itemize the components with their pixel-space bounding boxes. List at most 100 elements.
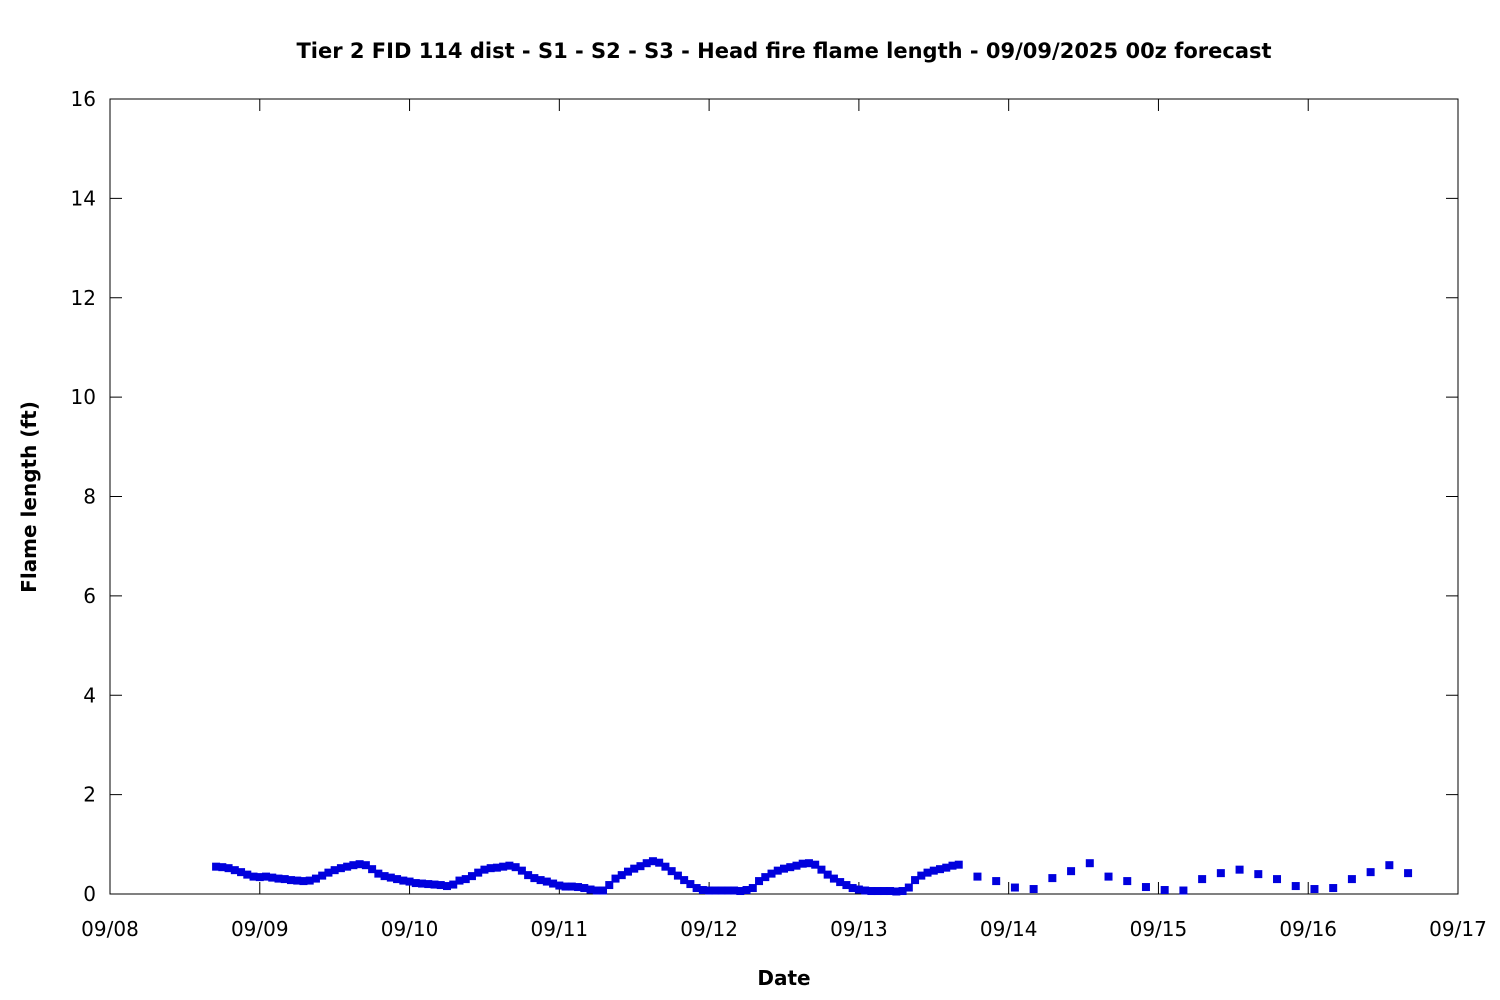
data-point [492,863,501,872]
x-tick-label: 09/14 [980,917,1038,941]
data-point [773,866,782,875]
data-point [343,862,352,871]
data-point [411,879,420,888]
data-point [1329,884,1338,893]
data-point [1160,886,1169,895]
data-point [574,883,583,892]
data-point [599,886,608,895]
x-axis: 09/08 09/09 09/10 09/11 09/12 09/13 09/14 09/15… [81,99,1487,941]
data-point [255,873,264,882]
y-tick-label: 8 [83,485,96,509]
data-point [517,866,526,875]
y-tick-label: 16 [71,87,96,111]
data-point [661,862,670,871]
data-point [424,880,433,889]
data-point [667,867,676,876]
data-point [1123,877,1132,886]
data-point [237,868,246,877]
data-point [711,886,720,895]
data-point [1254,870,1263,879]
data-point [605,881,614,890]
data-point [1067,867,1076,876]
data-point [617,871,626,880]
data-point [911,876,920,885]
data-point [336,864,345,873]
y-axis: 0 2 4 6 8 10 12 14 16 [71,87,1458,906]
data-point [467,872,476,881]
data-point [405,877,414,886]
data-point [1198,875,1207,884]
x-tick-label: 09/16 [1279,917,1337,941]
data-series [212,857,1413,896]
data-point [380,872,389,881]
data-point [873,887,882,896]
data-point [1141,883,1150,892]
data-point [1048,874,1057,883]
data-point [486,864,495,873]
data-point [829,874,838,883]
data-point [386,873,395,882]
data-point [1179,886,1188,895]
data-point [1291,882,1300,891]
data-point [286,876,295,885]
data-point [1347,875,1356,884]
data-point [611,874,620,883]
data-point [567,882,576,891]
data-point [361,861,370,870]
data-point [505,861,514,870]
data-point [886,887,895,896]
data-point [324,868,333,877]
data-point [549,879,558,888]
data-point [1404,869,1413,878]
data-point [879,887,888,896]
data-point [630,864,639,873]
data-point [268,873,277,882]
data-point [904,883,913,892]
data-point [842,881,851,890]
data-point [305,876,314,885]
data-point [280,875,289,884]
data-point [311,874,320,883]
data-point [673,871,682,880]
data-point [418,879,427,888]
x-axis-label: Date [757,966,810,990]
data-point [848,884,857,893]
data-point [861,886,870,895]
data-point [368,865,377,874]
data-point [212,862,221,871]
y-axis-label: Flame length (ft) [17,401,41,593]
data-point [736,887,745,896]
data-point [992,877,1001,886]
data-point [623,867,632,876]
data-point [349,861,358,870]
data-point [218,863,227,872]
data-point [1366,868,1375,877]
data-point [917,871,926,880]
data-point [1273,875,1282,884]
data-point [798,859,807,868]
data-point [230,866,239,875]
data-point [580,884,589,893]
data-point [1385,861,1394,870]
data-point [942,863,951,872]
data-point [393,875,402,884]
data-point [723,886,732,895]
data-point [680,876,689,885]
y-tick-label: 6 [83,584,96,608]
data-point [823,870,832,879]
data-point [561,882,570,891]
data-point [767,869,776,878]
data-point [243,870,252,879]
data-point [742,886,751,895]
data-point [224,864,233,873]
chart-title: Tier 2 FID 114 dist - S1 - S2 - S3 - Hea… [296,39,1271,63]
plot-frame [109,98,1459,895]
data-point [449,880,458,889]
data-point [524,871,533,880]
x-tick-label: 09/15 [1130,917,1188,941]
data-point [811,860,820,869]
data-point [318,871,327,880]
data-point [436,881,445,890]
data-point [499,862,508,871]
